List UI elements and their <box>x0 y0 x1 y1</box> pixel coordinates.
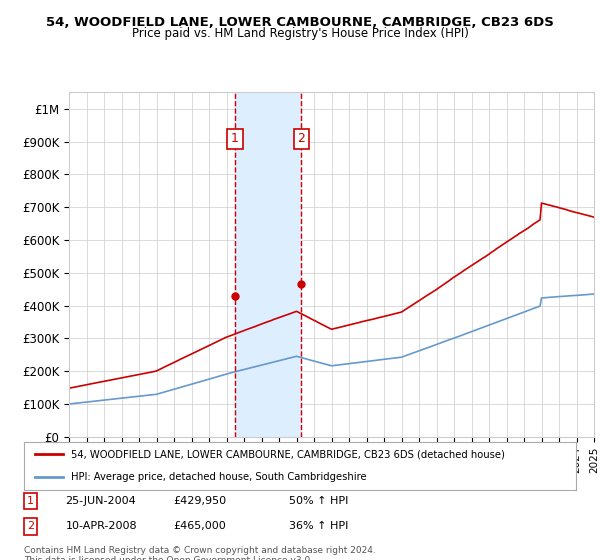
Text: 1: 1 <box>231 132 239 146</box>
Text: Contains HM Land Registry data © Crown copyright and database right 2024.
This d: Contains HM Land Registry data © Crown c… <box>24 546 376 560</box>
Text: 25-JUN-2004: 25-JUN-2004 <box>65 496 136 506</box>
Text: £465,000: £465,000 <box>173 521 226 531</box>
Text: £429,950: £429,950 <box>173 496 226 506</box>
Text: 2: 2 <box>27 521 34 531</box>
Text: 2: 2 <box>297 132 305 146</box>
Text: Price paid vs. HM Land Registry's House Price Index (HPI): Price paid vs. HM Land Registry's House … <box>131 27 469 40</box>
Text: HPI: Average price, detached house, South Cambridgeshire: HPI: Average price, detached house, Sout… <box>71 472 367 482</box>
Text: 10-APR-2008: 10-APR-2008 <box>65 521 137 531</box>
Text: 54, WOODFIELD LANE, LOWER CAMBOURNE, CAMBRIDGE, CB23 6DS (detached house): 54, WOODFIELD LANE, LOWER CAMBOURNE, CAM… <box>71 449 505 459</box>
Bar <box>235 92 301 437</box>
Text: 36% ↑ HPI: 36% ↑ HPI <box>289 521 349 531</box>
Text: 1: 1 <box>27 496 34 506</box>
Text: 50% ↑ HPI: 50% ↑ HPI <box>289 496 349 506</box>
Text: 54, WOODFIELD LANE, LOWER CAMBOURNE, CAMBRIDGE, CB23 6DS: 54, WOODFIELD LANE, LOWER CAMBOURNE, CAM… <box>46 16 554 29</box>
